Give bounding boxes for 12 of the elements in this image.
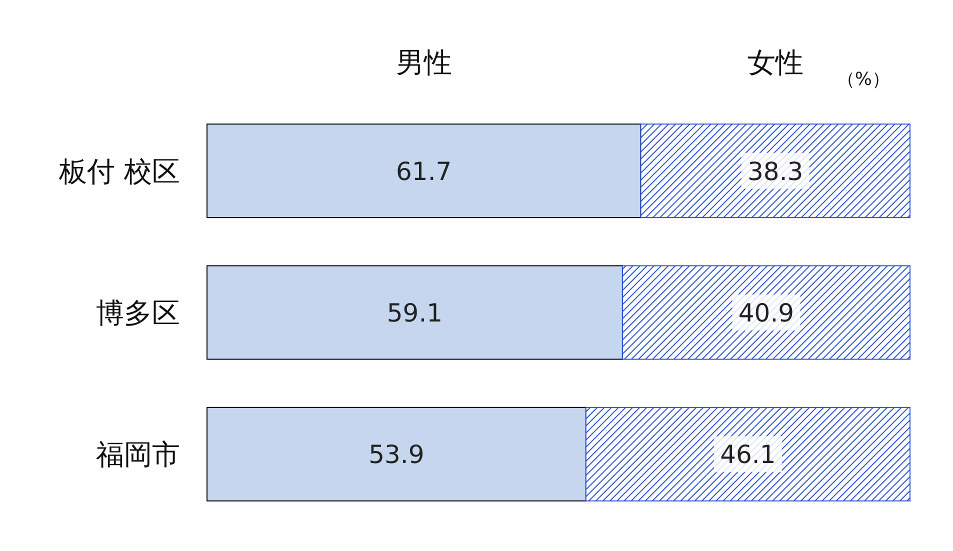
text: （%）	[836, 69, 890, 90]
data-label: 38.3	[748, 156, 804, 186]
y-tick-label: 福岡市	[96, 438, 180, 472]
y-tick-label: 博多区	[96, 296, 180, 330]
data-label: 46.1	[720, 440, 776, 470]
data-label: 53.9	[368, 440, 424, 470]
data-label: 59.1	[386, 298, 443, 328]
y-tick-label: 板付 校区	[58, 154, 180, 188]
series-label: 女性	[747, 46, 804, 79]
data-label: 40.9	[738, 298, 794, 328]
series-label: 男性	[396, 46, 452, 79]
data-label: 61.7	[396, 156, 452, 186]
